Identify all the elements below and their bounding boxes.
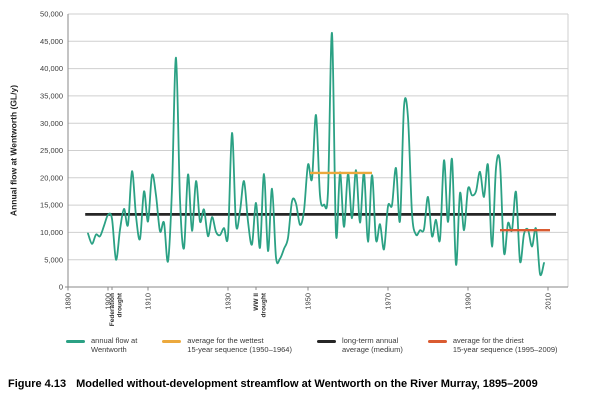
chart-legend: annual flow at Wentworth average for the w… [66, 336, 596, 354]
figure-caption-label: Figure 4.13 [8, 378, 67, 390]
svg-text:WW II: WW II [253, 293, 260, 311]
legend-label: long-term annual average (medium) [341, 336, 403, 354]
svg-text:1970: 1970 [384, 293, 393, 310]
svg-text:drought: drought [261, 292, 268, 317]
legend-label: average for the wettest 15-year sequence … [187, 336, 292, 354]
svg-text:2010: 2010 [544, 293, 553, 310]
figure-caption-text: Modelled without-development streamflow … [76, 378, 538, 390]
svg-text:1990: 1990 [464, 293, 473, 310]
legend-label: average for the driest 15-year sequence (… [452, 336, 558, 354]
legend-item-2: long-term annual average (medium) [316, 336, 403, 354]
legend-swatch [316, 339, 336, 343]
legend-item-3: average for the driest 15-year sequence (… [427, 336, 558, 354]
y-axis-labels: 0 5,000 10,000 15,000 20,000 25,000 30,000 35,0… [40, 10, 63, 292]
svg-text:1950: 1950 [304, 293, 313, 310]
svg-text:10,000: 10,000 [40, 228, 63, 237]
axes [65, 14, 569, 288]
legend-swatch [427, 339, 447, 343]
svg-text:0: 0 [59, 283, 63, 292]
chart-area: Annual flow at Wentworth (GL/y) 0 5,000 10… [9, 10, 569, 326]
svg-text:drought: drought [117, 292, 124, 317]
streamflow-line-chart: 0 5,000 10,000 15,000 20,000 25,000 30,000 35,0… [40, 10, 569, 326]
annual-flow-line [87, 32, 545, 277]
svg-text:30,000: 30,000 [40, 119, 63, 128]
x-axis-labels: 1890 1900 1910 1930 1950 1970 1990 2010 Federati… [64, 287, 553, 326]
legend-swatch [162, 339, 182, 343]
svg-text:1910: 1910 [144, 293, 153, 310]
svg-text:40,000: 40,000 [40, 64, 63, 73]
legend-label: annual flow at Wentworth [91, 336, 138, 354]
svg-text:20,000: 20,000 [40, 173, 63, 182]
svg-text:45,000: 45,000 [40, 37, 63, 46]
svg-text:Federation: Federation [109, 293, 116, 326]
svg-text:1930: 1930 [224, 293, 233, 310]
legend-item-0: annual flow at Wentworth [66, 336, 137, 354]
legend-item-1: average for the wettest 15-year sequence … [162, 336, 292, 354]
svg-text:1900: 1900 [104, 293, 113, 310]
svg-text:15,000: 15,000 [40, 201, 63, 210]
svg-text:50,000: 50,000 [40, 10, 63, 19]
svg-text:25,000: 25,000 [40, 146, 63, 155]
legend-swatch [66, 339, 85, 343]
figure-caption: Figure 4.13 Modelled without-development … [8, 378, 596, 390]
svg-text:35,000: 35,000 [40, 92, 63, 101]
svg-text:1890: 1890 [64, 293, 73, 310]
svg-text:5,000: 5,000 [44, 255, 63, 264]
